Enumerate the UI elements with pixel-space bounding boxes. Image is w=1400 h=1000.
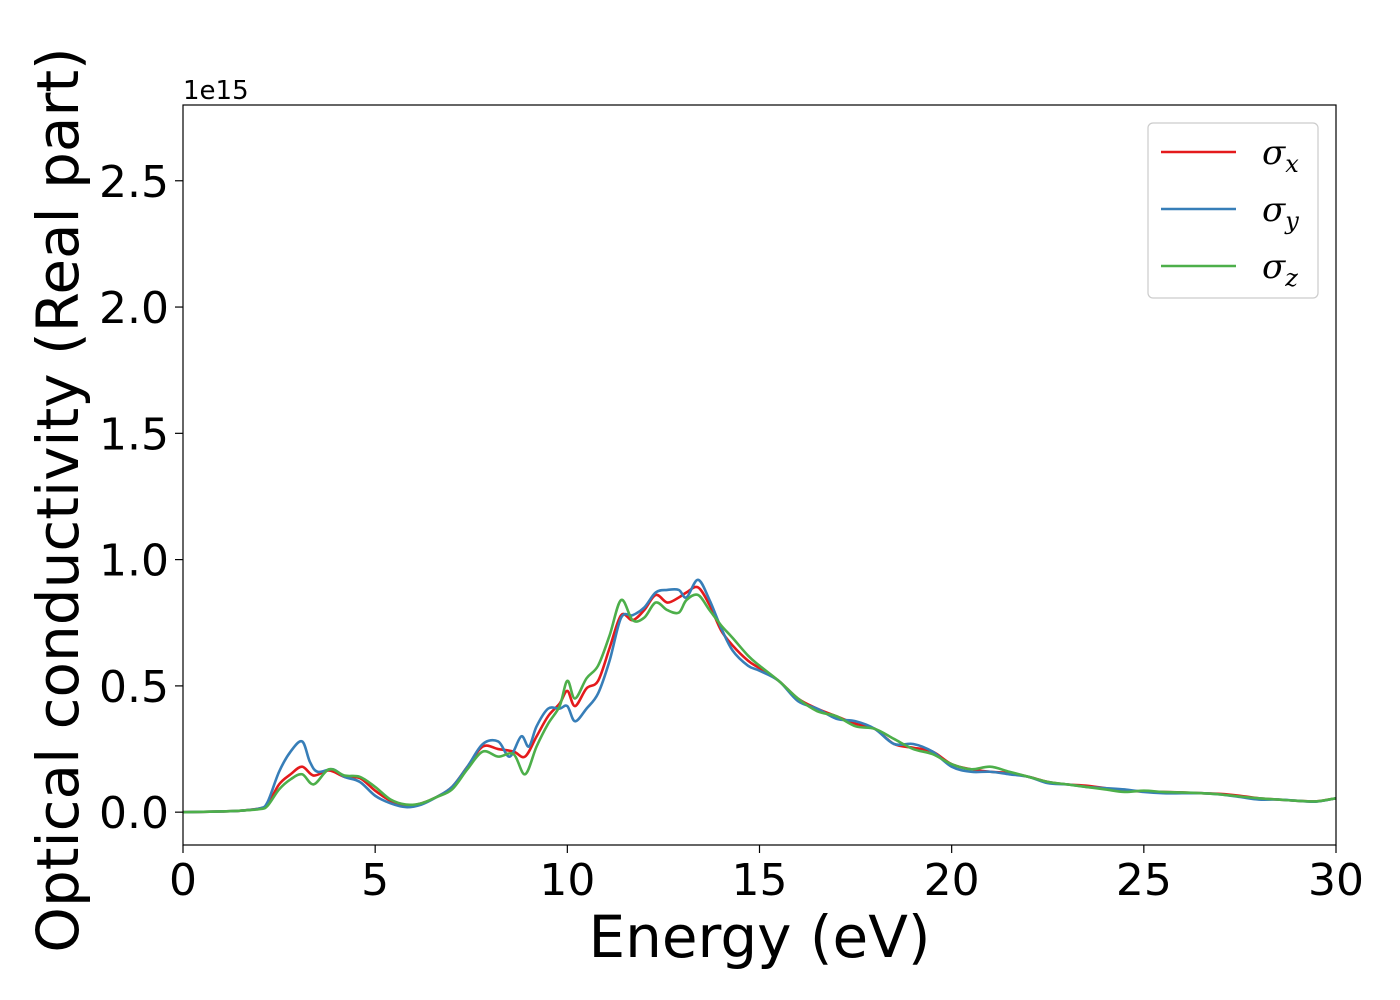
y-axis-offset-text: 1e15 — [183, 76, 249, 106]
x-tick-label: 10 — [539, 855, 595, 906]
y-tick-label: 0.0 — [99, 788, 169, 839]
legend-label-x: σx — [1262, 133, 1299, 178]
x-tick-label: 20 — [924, 855, 980, 906]
legend-subscript: y — [1284, 207, 1299, 235]
y-tick-label: 2.0 — [99, 283, 169, 334]
x-axis-label: Energy (eV) — [588, 903, 930, 971]
series-line-z — [182, 593, 1337, 814]
y-axis-label: Optical conductivity (Real part) — [24, 47, 92, 952]
y-axis-ticks: 0.0 0.5 1.0 1.5 2.0 2.5 — [99, 157, 183, 839]
x-tick-label: 0 — [169, 855, 197, 906]
y-tick-label: 1.0 — [99, 536, 169, 587]
legend-symbol: σ — [1262, 133, 1286, 173]
legend-symbol: σ — [1262, 247, 1286, 287]
legend-symbol: σ — [1262, 190, 1286, 230]
plot-lines — [182, 578, 1337, 814]
y-tick-label: 0.5 — [99, 662, 169, 713]
legend-box — [1147, 122, 1319, 299]
legend-label-z: σz — [1262, 247, 1298, 292]
x-tick-label: 15 — [732, 855, 788, 906]
legend-subscript: x — [1285, 150, 1299, 178]
x-tick-label: 25 — [1116, 855, 1172, 906]
legend-label-y: σy — [1262, 190, 1299, 235]
series-line-x — [182, 585, 1337, 814]
x-tick-label: 5 — [361, 855, 389, 906]
x-axis-ticks: 0 5 10 15 20 25 30 — [169, 845, 1364, 906]
x-tick-label: 30 — [1308, 855, 1364, 906]
legend-subscript: z — [1284, 264, 1298, 292]
y-tick-label: 2.5 — [99, 157, 169, 208]
y-tick-label: 1.5 — [99, 409, 169, 460]
